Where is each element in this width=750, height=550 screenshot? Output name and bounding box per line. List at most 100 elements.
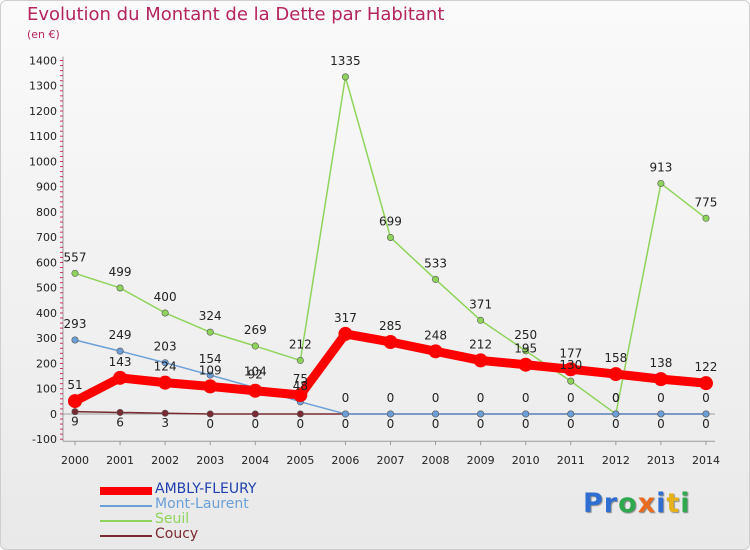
data-label: 51 xyxy=(67,378,82,392)
y-tick-label: 300 xyxy=(36,332,57,345)
x-tick-label: 2012 xyxy=(602,454,630,467)
data-point xyxy=(386,410,394,418)
data-point xyxy=(657,179,665,187)
data-point xyxy=(206,371,214,379)
data-point xyxy=(518,357,533,372)
data-point xyxy=(698,376,713,391)
x-tick-label: 2007 xyxy=(376,454,404,467)
y-tick-label: 800 xyxy=(36,206,57,219)
data-label: 0 xyxy=(251,417,259,431)
data-label: 249 xyxy=(109,328,132,342)
data-label: 371 xyxy=(469,297,492,311)
data-label: 6 xyxy=(116,415,124,429)
data-point xyxy=(612,410,620,418)
data-point xyxy=(341,410,349,418)
y-tick-label: 100 xyxy=(36,383,57,396)
data-label: 557 xyxy=(64,250,87,264)
data-label: 104 xyxy=(244,365,267,379)
data-label: 3 xyxy=(161,416,169,430)
data-label: 699 xyxy=(379,214,402,228)
data-point xyxy=(702,410,710,418)
data-point xyxy=(702,214,710,222)
data-label: 48 xyxy=(293,379,308,393)
data-label: 92 xyxy=(248,368,263,382)
data-label: 0 xyxy=(657,391,665,405)
data-label: 1335 xyxy=(330,54,361,68)
data-point xyxy=(432,275,440,283)
data-point xyxy=(158,375,173,390)
data-point xyxy=(68,394,82,409)
data-label: 0 xyxy=(612,391,620,405)
data-point xyxy=(161,359,169,367)
data-label: 0 xyxy=(342,391,350,405)
x-tick-label: 2006 xyxy=(331,454,359,467)
data-label: 0 xyxy=(522,417,530,431)
data-point xyxy=(522,347,530,355)
x-tick-label: 2008 xyxy=(422,454,450,467)
data-label: 0 xyxy=(702,391,710,405)
y-tick-label: 500 xyxy=(36,282,57,295)
data-point xyxy=(251,342,259,350)
data-label: 195 xyxy=(514,342,537,356)
data-label: 130 xyxy=(559,358,582,372)
logo-letter: i xyxy=(680,488,691,519)
data-label: 0 xyxy=(612,391,620,405)
data-point xyxy=(203,379,218,394)
y-tick-label: 200 xyxy=(36,357,57,370)
data-point xyxy=(657,410,665,418)
x-tick-label: 2013 xyxy=(647,454,675,467)
data-point xyxy=(251,410,259,418)
x-tick-label: 2003 xyxy=(196,454,224,467)
data-label: 0 xyxy=(387,391,395,405)
data-point xyxy=(116,347,124,355)
data-label: 0 xyxy=(567,391,575,405)
data-label: 212 xyxy=(469,337,492,351)
data-label: 122 xyxy=(695,360,718,374)
x-tick-label: 2009 xyxy=(467,454,495,467)
legend-label: Coucy xyxy=(155,526,199,542)
proxiti-logo: Proxiti xyxy=(583,488,691,519)
data-point xyxy=(383,335,398,350)
x-tick-label: 2002 xyxy=(151,454,179,467)
data-point xyxy=(71,336,79,344)
data-label: 0 xyxy=(612,417,620,431)
data-point xyxy=(71,269,79,277)
logo-letter: r xyxy=(603,488,619,519)
x-tick-label: 2001 xyxy=(106,454,134,467)
legend-swatch xyxy=(100,520,152,522)
data-point xyxy=(71,408,79,416)
data-label: 533 xyxy=(424,256,447,270)
data-point xyxy=(113,370,128,385)
data-point xyxy=(477,410,485,418)
data-label: 324 xyxy=(199,309,222,323)
legend-swatch xyxy=(100,535,152,537)
data-point xyxy=(338,326,353,341)
data-label: 0 xyxy=(522,391,530,405)
x-tick-label: 2011 xyxy=(557,454,585,467)
data-label: 317 xyxy=(334,311,357,325)
data-point xyxy=(341,73,349,81)
legend-swatch xyxy=(100,505,152,507)
data-label: 0 xyxy=(432,417,440,431)
data-point xyxy=(296,356,304,364)
data-label: 9 xyxy=(71,415,79,429)
data-label: 143 xyxy=(109,355,132,369)
data-label: 400 xyxy=(154,290,177,304)
data-point xyxy=(567,377,575,385)
legend-label: Seuil xyxy=(155,511,190,527)
data-label: 0 xyxy=(206,417,214,431)
y-tick-label: 1000 xyxy=(29,155,57,168)
y-tick-label: 1300 xyxy=(29,80,57,93)
data-label: 293 xyxy=(64,317,87,331)
y-tick-label: 600 xyxy=(36,256,57,269)
y-tick-label: 1400 xyxy=(29,55,57,68)
logo-letter: P xyxy=(583,488,604,519)
x-tick-label: 2014 xyxy=(692,454,720,467)
data-point xyxy=(608,367,623,382)
data-label: 499 xyxy=(109,265,132,279)
data-point xyxy=(248,383,263,398)
legend-swatch xyxy=(100,487,152,495)
data-point xyxy=(296,410,304,418)
data-point xyxy=(477,316,485,324)
